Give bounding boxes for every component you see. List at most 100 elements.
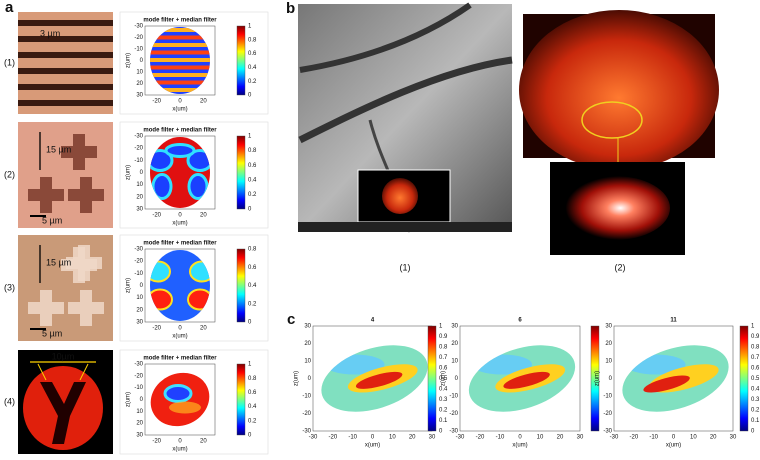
y-tick-label: 10 [136,182,143,188]
colorbar-tick-label: 0.9 [751,334,760,340]
y-tick-label: 10 [451,359,458,365]
y-shape [40,382,86,444]
heat [186,149,210,172]
colorbar-tick-label: 1 [248,134,252,140]
y-axis-label: z(um) [126,53,132,68]
x-tick-label: 0 [178,326,182,332]
y-tick-label: 30 [605,324,612,330]
colorbar-tick-label: 0.6 [751,366,760,372]
y-tick-label: -20 [134,35,143,41]
arrow [79,363,89,381]
inset-spot [382,178,418,214]
colorbar-tick-label: 0.4 [248,283,257,289]
heatmap [313,332,433,425]
y-axis-label: z(um) [595,371,601,386]
colorbar-tick-label: 0.2 [248,79,257,85]
x-tick-label: -20 [629,435,638,441]
colorbar-tick-label: 0.2 [248,418,257,424]
y-tick-label: 0 [609,376,613,382]
colorbar-tick-label: 0.4 [248,404,257,410]
vessel [298,56,513,144]
axes-frame [144,135,216,210]
colorbar-tick-label: 0.2 [248,192,257,198]
axes-frame [459,325,581,432]
colorbar-tick-label: 0.8 [248,247,257,253]
heat [150,28,210,32]
scale-label: 15 µm [46,257,71,267]
y-axis-label: z(um) [126,165,132,180]
x-tick-label: 30 [429,435,436,441]
y-tick-label: -30 [603,429,612,435]
heat [150,73,210,77]
y-tick-label: -10 [134,47,143,53]
heat [150,149,174,172]
colorbar [739,325,749,432]
y-tick-label: 30 [136,433,143,439]
colorbar-tick-label: 0.4 [248,177,257,183]
x-axis-label: x(um) [172,447,187,453]
colorbar-tick-label: 0.6 [248,265,257,271]
axes-frame [613,325,734,432]
colorbar-tick-label: 0.1 [439,418,448,424]
heat [169,401,201,414]
panel-label: b [286,0,295,17]
y-axis-label: z(um) [294,371,300,386]
x-tick-label: -10 [649,435,658,441]
y-tick-label: 0 [308,376,312,382]
panel-label: c [287,311,295,328]
cross [61,134,97,170]
y-tick-label: -10 [603,394,612,400]
scale-label: 5 µm [42,328,62,338]
stripe [18,20,113,26]
cross [28,177,64,213]
heatmap [460,332,580,425]
x-tick-label: 20 [557,435,564,441]
photo [18,12,113,114]
colorbar-tick-label: 0.8 [439,345,448,351]
y-axis-label: z(um) [126,278,132,293]
plot-title: 11 [670,318,677,324]
plot-title: mode filter + median filter [143,128,217,134]
y-tick-label: 20 [136,421,143,427]
y-tick-label: 10 [136,70,143,76]
x-tick-label: 0 [178,213,182,219]
colorbar-tick-label: 0.7 [751,355,760,361]
y-tick-label: 10 [304,359,311,365]
colorbar-tick-label: 0.8 [751,345,760,351]
colorbar-tick-label: 0.9 [439,334,448,340]
x-tick-label: -30 [309,435,318,441]
heat [150,65,210,70]
scale-label: 10µm [52,351,75,361]
sub-label: (2) [615,262,626,272]
colorbar-tick-label: 1 [439,324,443,330]
x-tick-label: 10 [690,435,697,441]
heat [151,173,173,200]
x-tick-label: -20 [328,435,337,441]
stripe [18,100,113,106]
heat [164,143,196,158]
x-tick-label: -20 [476,435,485,441]
colorbar-tick-label: 0.4 [751,387,760,393]
x-tick-label: -20 [152,439,161,445]
colorbar-tick-label: 0 [248,207,252,213]
colorbar-tick-label: 0 [751,429,755,435]
colorbar [427,325,437,432]
y-tick-label: 20 [136,194,143,200]
colorbar [590,325,600,432]
colorbar-tick-label: 0 [248,320,252,326]
colorbar-tick-label: 0.2 [751,408,760,414]
y-tick-label: -20 [134,373,143,379]
colorbar-tick-label: 0.6 [248,51,257,57]
sub-label: (1) [400,262,411,272]
y-tick-label: 0 [455,376,459,382]
heatmap [150,27,210,94]
y-tick-label: 10 [136,295,143,301]
highlight [581,101,643,139]
x-axis-label: x(um) [666,443,681,449]
x-tick-label: -30 [456,435,465,441]
y-tick-label: 0 [140,283,144,289]
colorbar-tick-label: 0 [248,93,252,99]
y-tick-label: -30 [302,429,311,435]
colorbar [236,25,246,96]
row-label: (3) [4,282,15,292]
